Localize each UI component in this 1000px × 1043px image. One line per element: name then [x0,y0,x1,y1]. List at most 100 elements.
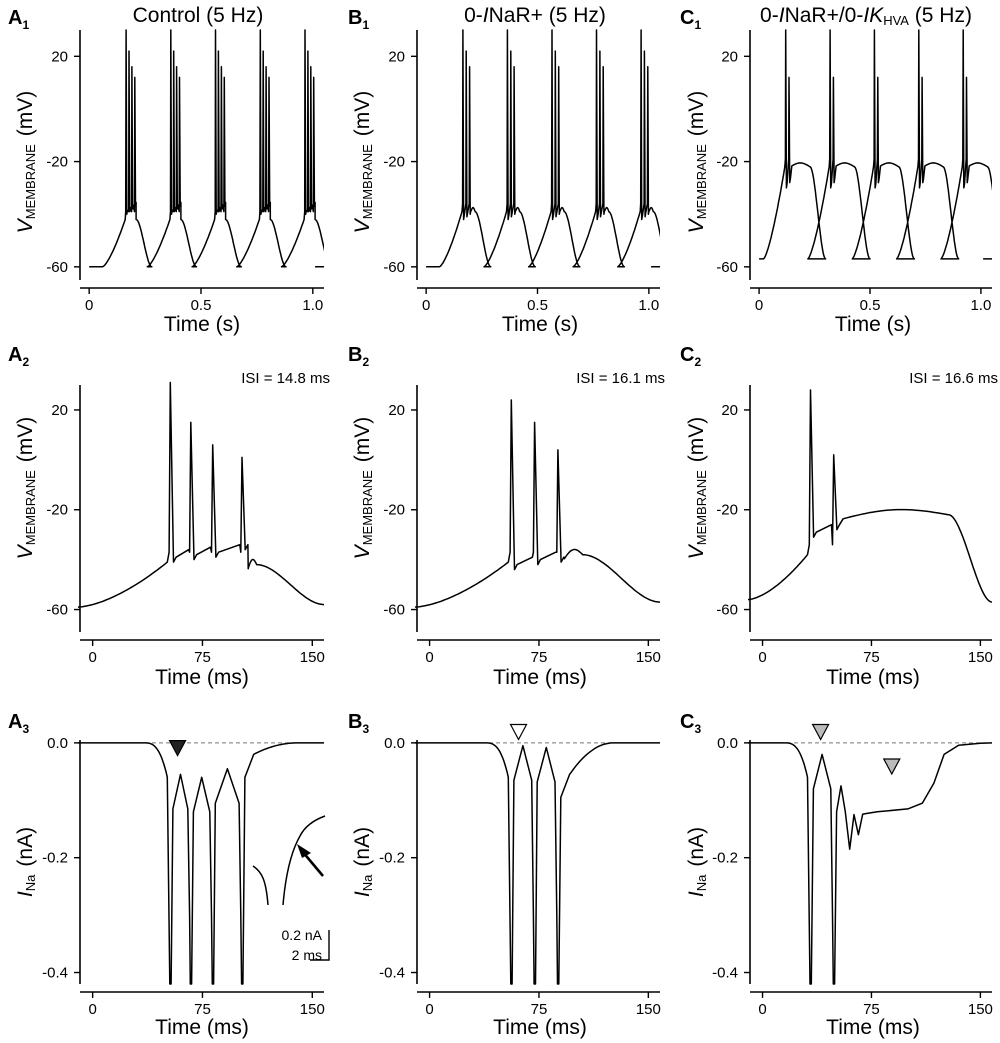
y-tick-label: 20 [388,48,405,65]
panel-label-b3: B3 [348,711,369,736]
y-tick-label: -20 [716,502,738,519]
panel-a2: 0 75 150 20 -20 -60 [46,381,325,666]
triangle-marker-icon [509,723,528,741]
trace-a3 [78,742,324,985]
y-tick-label: -60 [383,259,405,276]
xlabel-c3: Time (ms) [826,1016,920,1039]
plot-area: 0 0.5 1.0 20 -20 -60 0 0.5 1.0 20 -20 -60 0 0.5 1.0 20 -… [42,29,993,1018]
xlabel-a3: Time (ms) [155,1016,249,1039]
y-tick-label: -20 [716,154,738,171]
triangle-marker-icon [882,758,901,776]
panel-c1: 0 0.5 1.0 20 -20 -60 [716,29,992,314]
y-tick-label: 0.0 [384,735,405,752]
scalebar-amp-label: 0.2 nA [282,927,323,943]
panel-b1: 0 0.5 1.0 20 -20 -60 [383,29,660,314]
y-tick-label: -60 [383,602,405,619]
panel-label-a2: A2 [8,344,29,369]
x-tick-label: 0 [425,649,433,666]
y-tick-label: -20 [46,154,68,171]
x-tick-label: 0 [88,649,96,666]
panel-a1: 0 0.5 1.0 20 -20 -60 [46,29,324,314]
trace-c2 [748,389,992,603]
isi-label-b2: ISI = 16.1 ms [576,370,665,387]
title-a: Control (5 Hz) [133,4,264,27]
x-tick-label: 75 [531,649,548,666]
x-tick-label: 150 [636,1001,661,1018]
arrow-head-icon [297,844,311,858]
y-tick-label: 20 [51,48,68,65]
inset-trace-left [252,865,269,906]
x-tick-label: 0 [88,1001,96,1018]
trace-a2 [78,381,324,608]
title-c: 0-INaR+/0-IKHVA (5 Hz) [760,4,972,28]
panel-c3: 0 75 150 0.0 -0.2 -0.4 [712,723,993,1018]
trace-a1 [89,29,324,268]
y-tick-label: 20 [721,402,738,419]
ylabel-c3: INa(nA) [685,827,709,897]
panel-b3: 0 75 150 0.0 -0.2 -0.4 [379,723,661,1018]
isi-label-a2: ISI = 14.8 ms [241,370,330,387]
x-tick-label: 0.5 [191,297,212,314]
panel-label-c2: C2 [680,344,701,369]
title-b: 0-INaR+ (5 Hz) [464,4,606,27]
ylabel-b2: VMEMBRANE(mV) [351,417,375,560]
y-tick-label: -0.2 [42,850,68,867]
y-tick-label: -0.2 [712,850,738,867]
ylabel-c2: VMEMBRANE(mV) [685,417,709,560]
y-tick-label: -60 [716,259,738,276]
trace-c1 [759,29,992,260]
y-tick-label: -0.2 [379,850,405,867]
x-tick-label: 75 [194,649,211,666]
ylabel-a1: VMEMBRANE(mV) [14,91,38,234]
x-tick-label: 75 [194,1001,211,1018]
x-tick-label: 150 [968,649,993,666]
y-tick-label: -60 [716,602,738,619]
x-tick-label: 1.0 [638,297,659,314]
panel-a3: 0 75 150 0.0 -0.2 -0.4 [42,735,330,1018]
x-axis-labels: Time (s) Time (s) Time (s) Time (ms) Tim… [155,313,920,1039]
panel-c2: 0 75 150 20 -20 -60 [716,385,993,666]
xlabel-b2: Time (ms) [493,666,587,689]
x-tick-label: 0 [425,1001,433,1018]
panel-label-a1: A1 [8,7,29,32]
y-tick-label: -60 [46,259,68,276]
y-tick-label: -60 [46,602,68,619]
y-tick-label: -0.4 [379,965,405,982]
x-tick-label: 75 [863,649,880,666]
x-tick-label: 150 [968,1001,993,1018]
panel-labels: A1 B1 C1 A2 B2 C2 A3 B3 C3 [8,7,701,736]
xlabel-b1: Time (s) [502,313,578,336]
trace-b2 [415,399,660,608]
y-axis-labels: VMEMBRANE(mV) VMEMBRANE(mV) VMEMBRANE(mV… [14,91,709,897]
x-tick-label: 150 [636,649,661,666]
ylabel-b1: VMEMBRANE(mV) [351,91,375,234]
inset-trace-right [282,815,326,906]
inset [252,815,330,961]
y-tick-label: -20 [383,502,405,519]
ylabel-a3: INa(nA) [14,827,38,897]
ylabel-c1: VMEMBRANE(mV) [685,91,709,234]
scalebar-time-label: 2 ms [292,947,322,963]
x-tick-label: 0.5 [527,297,548,314]
trace-b1 [426,29,660,268]
x-tick-label: 75 [531,1001,548,1018]
x-tick-label: 150 [300,1001,325,1018]
x-tick-label: 75 [863,1001,880,1018]
x-tick-label: 1.0 [302,297,323,314]
y-tick-label: 0.0 [47,735,68,752]
x-tick-label: 0.5 [860,297,881,314]
triangle-marker-icon [811,723,830,741]
y-tick-label: -20 [383,154,405,171]
x-tick-label: 0 [758,1001,766,1018]
panel-label-a3: A3 [8,711,29,736]
y-tick-label: -20 [46,502,68,519]
scale-bar [310,930,330,961]
xlabel-a2: Time (ms) [155,666,249,689]
panel-label-b2: B2 [348,344,369,369]
y-tick-label: 20 [721,48,738,65]
x-tick-label: 0 [422,297,430,314]
xlabel-a1: Time (s) [164,313,240,336]
y-tick-label: 20 [51,402,68,419]
isi-label-c2: ISI = 16.6 ms [909,370,998,387]
